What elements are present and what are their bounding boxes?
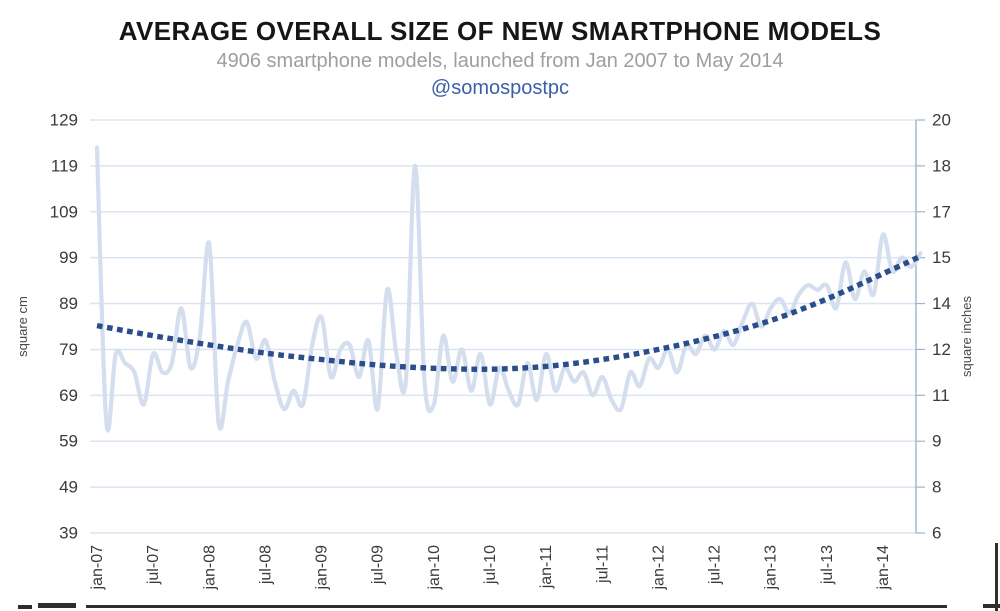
cropped-edge-segment bbox=[983, 604, 1000, 608]
svg-text:jul-10: jul-10 bbox=[482, 545, 499, 585]
page-title: AVERAGE OVERALL SIZE OF NEW SMARTPHONE M… bbox=[118, 16, 882, 46]
svg-text:49: 49 bbox=[59, 478, 78, 497]
svg-text:79: 79 bbox=[59, 340, 78, 359]
svg-text:jul-08: jul-08 bbox=[257, 545, 274, 585]
svg-text:jan-09: jan-09 bbox=[314, 545, 331, 591]
left-axis-title: square cm bbox=[15, 296, 30, 357]
svg-text:69: 69 bbox=[59, 386, 78, 405]
svg-text:109: 109 bbox=[50, 202, 78, 221]
svg-text:jul-11: jul-11 bbox=[594, 545, 611, 584]
svg-text:jul-07: jul-07 bbox=[145, 545, 162, 585]
svg-text:14: 14 bbox=[932, 294, 951, 313]
twitter-handle[interactable]: @somospostpc bbox=[430, 77, 570, 99]
svg-text:jul-12: jul-12 bbox=[707, 545, 724, 585]
svg-text:20: 20 bbox=[932, 111, 951, 130]
series-monthly-line bbox=[94, 145, 923, 433]
cropped-edge-segment bbox=[18, 605, 32, 609]
svg-text:99: 99 bbox=[59, 248, 78, 267]
svg-text:6: 6 bbox=[932, 524, 941, 543]
svg-text:jan-08: jan-08 bbox=[201, 545, 218, 591]
cropped-edge-segment bbox=[86, 605, 947, 608]
svg-text:12: 12 bbox=[932, 340, 951, 359]
right-axis-title: square inches bbox=[959, 296, 974, 377]
svg-text:8: 8 bbox=[932, 478, 941, 497]
svg-text:129: 129 bbox=[50, 111, 78, 130]
svg-text:15: 15 bbox=[932, 248, 951, 267]
svg-text:119: 119 bbox=[51, 156, 78, 175]
cropped-edge-segment bbox=[38, 603, 76, 608]
svg-text:17: 17 bbox=[932, 202, 951, 221]
page-subtitle: 4906 smartphone models, launched from Ja… bbox=[216, 50, 784, 72]
svg-text:11: 11 bbox=[932, 386, 950, 405]
series-trend-line bbox=[96, 253, 922, 372]
svg-text:jan-13: jan-13 bbox=[763, 545, 780, 591]
x-axis-labels: jan-07 jul-07 jan-08 jul-08 jan-09 jul-09 jan-… bbox=[89, 545, 892, 591]
svg-text:18: 18 bbox=[932, 156, 951, 175]
cropped-edge-segment bbox=[995, 543, 998, 611]
svg-text:jan-07: jan-07 bbox=[89, 545, 106, 591]
svg-text:59: 59 bbox=[59, 432, 78, 451]
svg-text:9: 9 bbox=[932, 432, 941, 451]
svg-text:jan-11: jan-11 bbox=[538, 545, 555, 589]
svg-text:39: 39 bbox=[59, 524, 78, 543]
svg-text:89: 89 bbox=[59, 294, 78, 313]
axis-tick-labels: 129 20 119 18 109 17 99 15 89 14 79 12 69 11 59 9 49 8 39 6 bbox=[50, 111, 951, 543]
svg-text:jul-13: jul-13 bbox=[819, 545, 836, 585]
svg-text:jan-10: jan-10 bbox=[426, 545, 443, 591]
svg-text:jan-14: jan-14 bbox=[875, 545, 892, 591]
svg-text:jul-09: jul-09 bbox=[370, 545, 387, 585]
svg-text:jan-12: jan-12 bbox=[650, 545, 667, 591]
